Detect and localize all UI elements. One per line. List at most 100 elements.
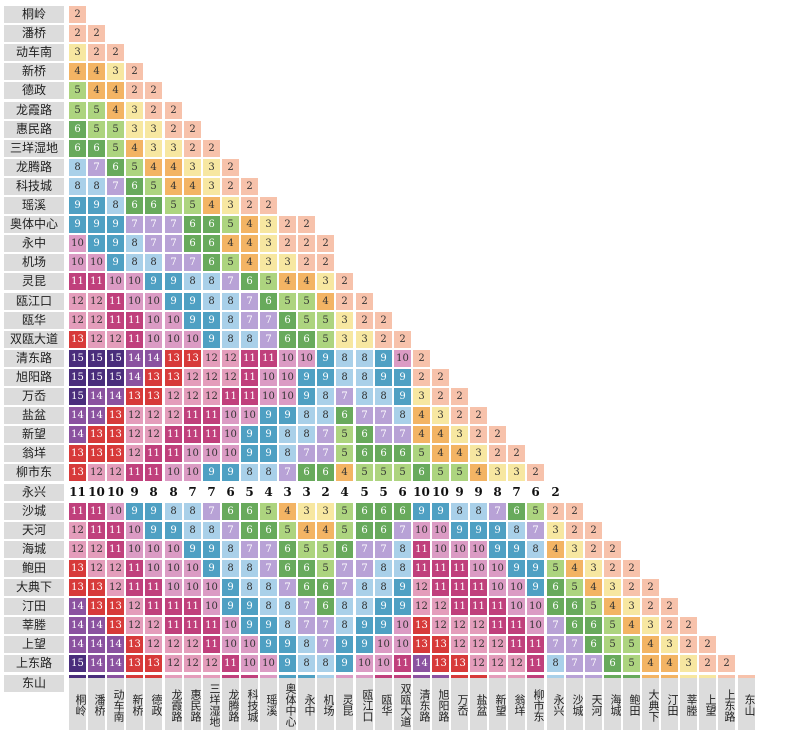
fare-cell: 11 <box>203 407 220 424</box>
fare-cell: 2 <box>222 159 239 176</box>
fare-cell: 8 <box>145 254 162 271</box>
fare-cell: 5 <box>336 426 353 443</box>
fare-cell: 2 <box>241 178 258 195</box>
fare-cell: 15 <box>107 369 124 386</box>
fare-cell: 8 <box>298 407 315 424</box>
fare-cell: 2 <box>260 197 277 214</box>
fare-cell: 12 <box>145 426 162 443</box>
fare-cell: 6 <box>604 655 621 672</box>
fare-cell: 8 <box>165 503 182 520</box>
fare-cell: 13 <box>107 598 124 615</box>
fare-cell: 4 <box>642 655 659 672</box>
fare-cell: 7 <box>126 216 143 233</box>
fare-cell: 12 <box>126 617 143 634</box>
fare-cell: 9 <box>184 541 201 558</box>
fare-cell: 7 <box>508 484 525 501</box>
fare-cell: 13 <box>88 426 105 443</box>
row-label: 上东路 <box>4 655 64 672</box>
fare-cell: 5 <box>88 102 105 119</box>
fare-cell: 7 <box>547 636 564 653</box>
fare-cell: 11 <box>184 426 201 443</box>
fare-cell: 13 <box>413 617 430 634</box>
fare-cell: 6 <box>317 579 334 596</box>
fare-cell: 14 <box>88 617 105 634</box>
fare-cell: 7 <box>184 484 201 501</box>
fare-cell: 3 <box>260 216 277 233</box>
fare-cell: 4 <box>317 293 334 310</box>
fare-cell: 6 <box>279 560 296 577</box>
fare-cell: 2 <box>585 522 602 539</box>
column-label: 沙城 <box>566 678 583 730</box>
fare-cell: 11 <box>107 541 124 558</box>
fare-cell: 11 <box>413 560 430 577</box>
fare-cell: 7 <box>165 216 182 233</box>
fare-cell: 5 <box>375 464 392 481</box>
fare-cell: 7 <box>585 655 602 672</box>
fare-cell: 11 <box>145 598 162 615</box>
fare-cell: 3 <box>69 44 86 61</box>
fare-cell: 4 <box>623 617 640 634</box>
fare-cell: 12 <box>145 636 162 653</box>
fare-cell: 8 <box>203 293 220 310</box>
fare-cell: 14 <box>69 407 86 424</box>
fare-cell: 8 <box>451 503 468 520</box>
fare-cell: 12 <box>489 636 506 653</box>
fare-cell: 12 <box>165 636 182 653</box>
fare-cell: 12 <box>145 407 162 424</box>
fare-cell: 5 <box>184 197 201 214</box>
fare-cell: 12 <box>88 312 105 329</box>
fare-cell: 10 <box>203 445 220 462</box>
fare-cell: 7 <box>260 312 277 329</box>
column-label: 瓯华 <box>375 678 392 730</box>
fare-cell: 8 <box>203 273 220 290</box>
fare-cell: 9 <box>489 541 506 558</box>
fare-cell: 4 <box>88 63 105 80</box>
fare-cell: 8 <box>470 503 487 520</box>
fare-cell: 13 <box>69 579 86 596</box>
fare-cell: 13 <box>451 655 468 672</box>
fare-cell: 9 <box>527 579 544 596</box>
fare-cell: 10 <box>279 350 296 367</box>
row-label: 惠民路 <box>4 121 64 138</box>
fare-cell: 11 <box>184 617 201 634</box>
fare-cell: 6 <box>356 445 373 462</box>
fare-cell: 14 <box>69 426 86 443</box>
column-label: 上望 <box>699 678 716 730</box>
fare-cell: 12 <box>451 617 468 634</box>
fare-cell: 8 <box>508 522 525 539</box>
fare-cell: 11 <box>145 579 162 596</box>
fare-cell: 10 <box>145 331 162 348</box>
fare-cell: 2 <box>470 426 487 443</box>
fare-cell: 4 <box>451 445 468 462</box>
fare-cell: 10 <box>508 579 525 596</box>
fare-cell: 12 <box>470 636 487 653</box>
fare-cell: 6 <box>222 503 239 520</box>
fare-cell: 2 <box>222 178 239 195</box>
fare-cell: 9 <box>184 293 201 310</box>
fare-cell: 13 <box>145 388 162 405</box>
fare-cell: 10 <box>222 426 239 443</box>
fare-cell: 6 <box>126 197 143 214</box>
fare-cell: 4 <box>184 178 201 195</box>
fare-cell: 10 <box>489 560 506 577</box>
fare-cell: 6 <box>585 636 602 653</box>
fare-cell: 10 <box>165 464 182 481</box>
fare-cell: 8 <box>394 560 411 577</box>
fare-cell: 10 <box>222 636 239 653</box>
fare-cell: 12 <box>203 369 220 386</box>
row-label: 汀田 <box>4 598 64 615</box>
fare-cell: 9 <box>203 331 220 348</box>
fare-cell: 11 <box>165 426 182 443</box>
column-label: 桐岭 <box>69 678 86 730</box>
fare-cell: 9 <box>470 522 487 539</box>
fare-cell: 12 <box>432 617 449 634</box>
fare-cell: 9 <box>336 655 353 672</box>
fare-cell: 8 <box>184 522 201 539</box>
fare-cell: 7 <box>317 636 334 653</box>
fare-cell: 7 <box>356 407 373 424</box>
fare-cell: 15 <box>88 369 105 386</box>
fare-cell: 6 <box>508 503 525 520</box>
fare-cell: 7 <box>203 484 220 501</box>
fare-cell: 7 <box>222 273 239 290</box>
fare-cell: 5 <box>241 484 258 501</box>
